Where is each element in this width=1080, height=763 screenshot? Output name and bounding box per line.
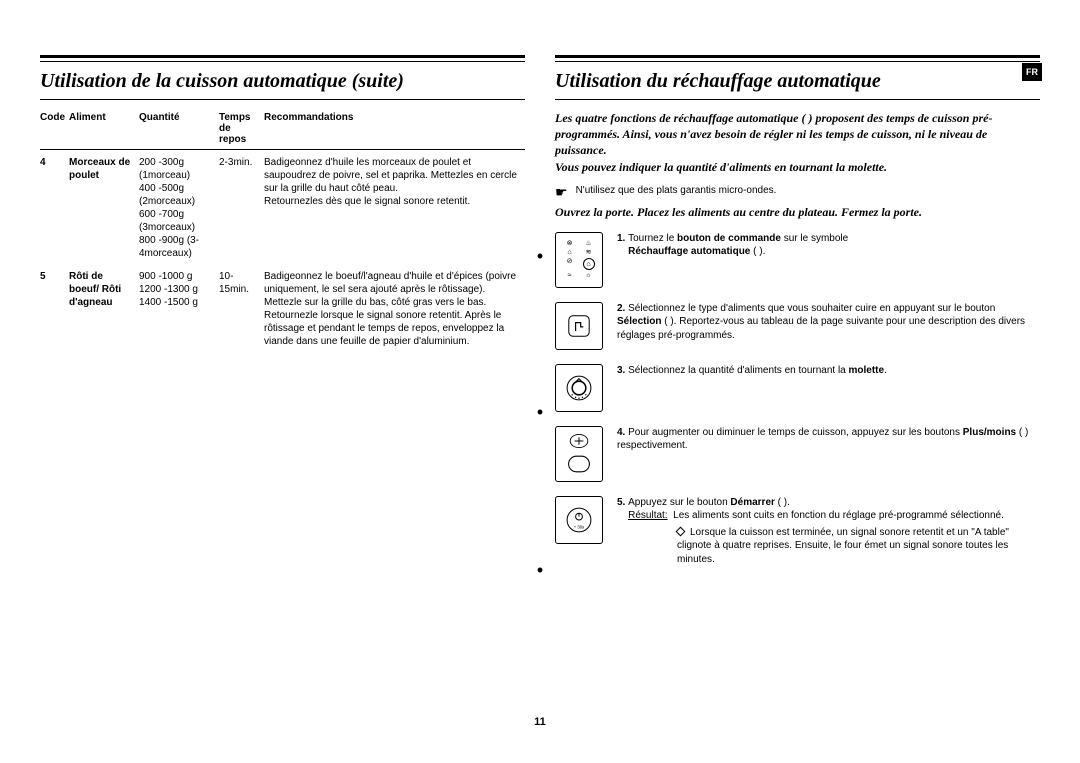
th-quantite: Quantité (139, 110, 219, 150)
intro-text: Les quatre fonctions de réchauffage auto… (555, 110, 1040, 175)
plus-minus-icon (555, 426, 603, 482)
page-number: 11 (0, 716, 1080, 728)
warning-text: N'utilisez que des plats garantis micro-… (576, 185, 777, 199)
cell-code: 5 (40, 264, 69, 352)
step-3-text: 3. Sélectionnez la quantité d'aliments e… (617, 364, 1040, 378)
step-2-text: 2. Sélectionnez le type d'aliments que v… (617, 302, 1040, 343)
step-row-5: + 30s 5. Appuyez sur le bouton Démarrer … (555, 496, 1040, 567)
step-row-3: 3. Sélectionnez la quantité d'aliments e… (555, 364, 1040, 412)
left-title: Utilisation de la cuisson automatique (s… (40, 70, 525, 93)
selection-button-icon (555, 302, 603, 350)
th-reco: Recommandations (264, 110, 525, 150)
separator-dot: • (537, 402, 543, 423)
cell-reco: Badigeonnez d'huile les morceaux de poul… (264, 150, 525, 265)
rule-under (555, 99, 1040, 100)
cell-temps: 2-3min. (219, 150, 264, 265)
separator-dot: • (537, 560, 543, 581)
cooking-table: Code Aliment Quantité Temps de repos Rec… (40, 110, 525, 352)
step-row-2: 2. Sélectionnez le type d'aliments que v… (555, 302, 1040, 350)
left-column: Utilisation de la cuisson automatique (s… (40, 55, 525, 580)
step-1-text: 1. Tournez le bouton de commande sur le … (617, 232, 1040, 259)
th-aliment: Aliment (69, 110, 139, 150)
th-code: Code (40, 110, 69, 150)
rule-top (555, 55, 1040, 62)
page-container: Utilisation de la cuisson automatique (s… (0, 0, 1080, 600)
table-row: 4 Morceaux de poulet 200 -300g (1morceau… (40, 150, 525, 265)
separator-dot: • (537, 246, 543, 267)
step-row-4: 4. Pour augmenter ou diminuer le temps d… (555, 426, 1040, 482)
dial-knob-icon (555, 364, 603, 412)
language-badge: FR (1022, 63, 1042, 81)
cell-reco: Badigeonnez le boeuf/l'agneau d'huile et… (264, 264, 525, 352)
th-temps: Temps de repos (219, 110, 264, 150)
step-5-text: 5. Appuyez sur le bouton Démarrer ( ). R… (617, 496, 1040, 567)
cell-aliment: Rôti de boeuf/ Rôti d'agneau (69, 264, 139, 352)
table-row: 5 Rôti de boeuf/ Rôti d'agneau 900 -1000… (40, 264, 525, 352)
close-door-line: Ouvrez la porte. Placez les aliments au … (555, 205, 1040, 220)
step-4-text: 4. Pour augmenter ou diminuer le temps d… (617, 426, 1040, 453)
cell-aliment: Morceaux de poulet (69, 150, 139, 265)
rule-top (40, 55, 525, 62)
step-row-1: ⊗♨⌂≋ ⊘⌂≈☼ 1. Tournez le bouton de comman… (555, 232, 1040, 288)
control-panel-icon: ⊗♨⌂≋ ⊘⌂≈☼ (555, 232, 603, 288)
right-title: Utilisation du réchauffage automatique (555, 70, 1040, 93)
svg-text:+ 30s: + 30s (574, 524, 585, 529)
right-column: FR Utilisation du réchauffage automatiqu… (555, 55, 1040, 580)
start-button-icon: + 30s (555, 496, 603, 544)
cell-temps: 10-15min. (219, 264, 264, 352)
cell-quantite: 900 -1000 g 1200 -1300 g 1400 -1500 g (139, 264, 219, 352)
pointer-icon: ☛ (555, 185, 568, 199)
cell-quantite: 200 -300g (1morceau) 400 -500g (2morceau… (139, 150, 219, 265)
rule-under (40, 99, 525, 100)
warning-note: ☛ N'utilisez que des plats garantis micr… (555, 185, 1040, 199)
cell-code: 4 (40, 150, 69, 265)
